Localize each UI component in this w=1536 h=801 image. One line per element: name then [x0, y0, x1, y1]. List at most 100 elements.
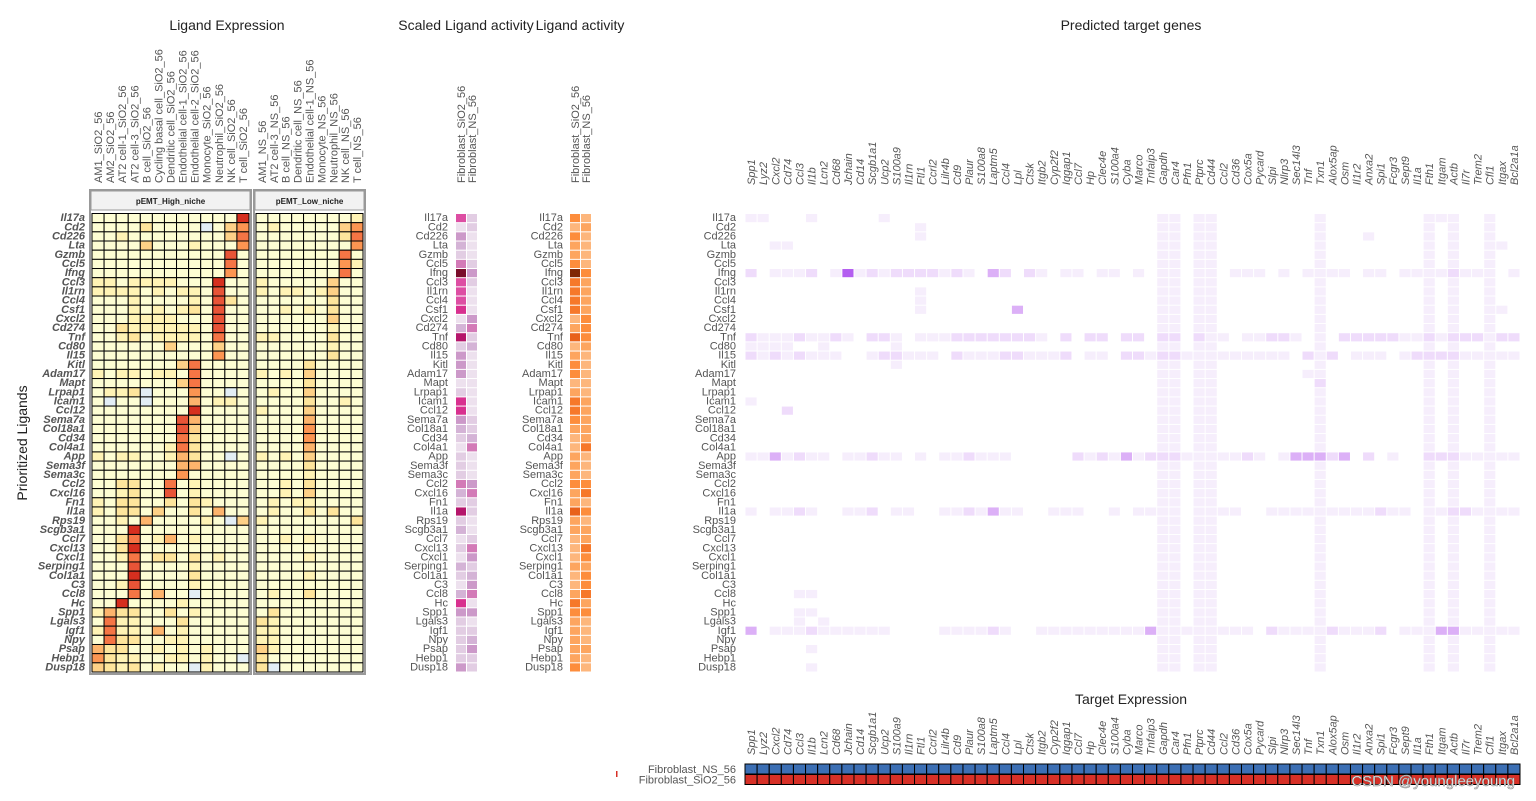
ligand-label: Ccl2: [426, 478, 448, 490]
expression-cell: [236, 653, 250, 664]
expression-cell: [350, 460, 364, 471]
activity-cell: [570, 360, 580, 369]
expression-cell: [236, 249, 250, 260]
expression-cell: [188, 634, 202, 645]
target-cell: [1435, 214, 1447, 223]
expression-cell: [291, 598, 305, 609]
target-cell: [951, 626, 963, 635]
activity-cell: [581, 379, 591, 388]
expression-cell: [127, 543, 141, 554]
expression-cell: [314, 332, 328, 343]
activity-cell: [581, 424, 591, 434]
target-cell: [842, 507, 854, 516]
target-cell: [1205, 534, 1217, 544]
target-cell: [1314, 599, 1326, 608]
target-cell: [1314, 424, 1326, 434]
target-cell: [1229, 626, 1241, 635]
activity-cell: [570, 654, 580, 663]
expression-cell: [91, 616, 105, 627]
expression-cell: [103, 497, 117, 508]
expression-cell: [212, 552, 226, 563]
expression-cell: [188, 295, 202, 306]
expression-cell: [314, 240, 328, 251]
ligand-label: Hc: [435, 597, 449, 609]
expression-cell: [127, 240, 141, 251]
expression-cell: [314, 460, 328, 471]
target-cell: [1193, 269, 1205, 278]
target-gene-label: Ccl3: [794, 162, 806, 185]
target-cell: [1205, 424, 1217, 434]
expression-cell: [163, 460, 178, 471]
target-cell: [1193, 415, 1205, 424]
target-cell: [1447, 369, 1459, 379]
sample-label: Fibroblast_NS_56: [648, 764, 736, 776]
expression-cell: [176, 341, 190, 352]
expression-cell: [267, 249, 281, 260]
expression-cell: [91, 414, 105, 425]
scaled-ligand-activity-title: Scaled Ligand activity: [398, 17, 533, 33]
activity-cell: [456, 369, 466, 379]
expression-cell: [314, 368, 328, 380]
expression-cell: [127, 588, 141, 600]
expression-cell: [200, 662, 214, 673]
target-cell: [1314, 571, 1326, 580]
target-cell: [1205, 259, 1217, 269]
ligand-label: Col4a1: [701, 441, 736, 453]
expression-cell: [236, 469, 250, 480]
target-cell: [1169, 626, 1181, 635]
target-cell: [1157, 369, 1169, 379]
expression-cell: [212, 488, 226, 499]
expression-cell: [303, 423, 316, 435]
target-gene-label: Ccrl2: [928, 159, 940, 185]
target-cell: [793, 608, 806, 617]
expression-cell: [200, 414, 214, 425]
ligand-label: Ccl7: [541, 533, 563, 545]
expression-cell: [224, 488, 238, 499]
target-gene-label: Gapdh: [1158, 722, 1170, 755]
target-cell: [1205, 269, 1217, 278]
target-cell: [1423, 223, 1435, 232]
target-cell: [757, 342, 769, 351]
activity-cell: [467, 553, 477, 562]
expression-cell: [139, 515, 153, 526]
expression-cell: [236, 616, 250, 627]
target-gene-label: Cd68: [831, 728, 843, 755]
expression-cell: [200, 451, 214, 462]
expression-cell: [338, 378, 352, 389]
target-cell: [1447, 232, 1459, 241]
expression-cell: [127, 653, 141, 664]
activity-cell: [456, 525, 466, 534]
expression-cell: [151, 607, 165, 618]
activity-cell: [467, 232, 477, 241]
target-cell: [902, 351, 915, 360]
target-cell: [1302, 626, 1314, 635]
expression-cell: [176, 387, 190, 398]
target-cell: [1447, 214, 1459, 223]
expression-cell: [91, 313, 105, 325]
target-cell: [1484, 452, 1496, 461]
target-cell: [1423, 424, 1435, 434]
expression-cell: [291, 332, 305, 343]
cell-type-label: Monocyte_SiO2_56: [202, 86, 214, 183]
ligand-label: Adam17: [695, 368, 736, 380]
expression-cell: [163, 213, 178, 224]
target-expression-cell: [962, 763, 976, 775]
expression-cell: [163, 588, 178, 600]
expression-cell: [200, 423, 214, 435]
target-cell: [1447, 489, 1459, 498]
expression-cell: [326, 240, 340, 251]
expression-cell: [163, 625, 178, 636]
expression-cell: [115, 662, 129, 673]
target-cell: [1496, 626, 1508, 635]
ligand-label: Cxcl2: [56, 313, 85, 325]
target-cell: [1205, 562, 1217, 571]
cell-type-label: Endothelial cell-2_SiO2_56: [190, 50, 202, 183]
expression-cell: [188, 396, 202, 407]
target-cell: [1447, 259, 1459, 269]
target-cell: [1169, 360, 1181, 369]
expression-cell: [127, 277, 141, 288]
target-cell: [1447, 388, 1459, 397]
ligand-label: Il1a: [545, 506, 564, 518]
target-cell: [1411, 333, 1423, 342]
expression-cell: [279, 396, 293, 407]
